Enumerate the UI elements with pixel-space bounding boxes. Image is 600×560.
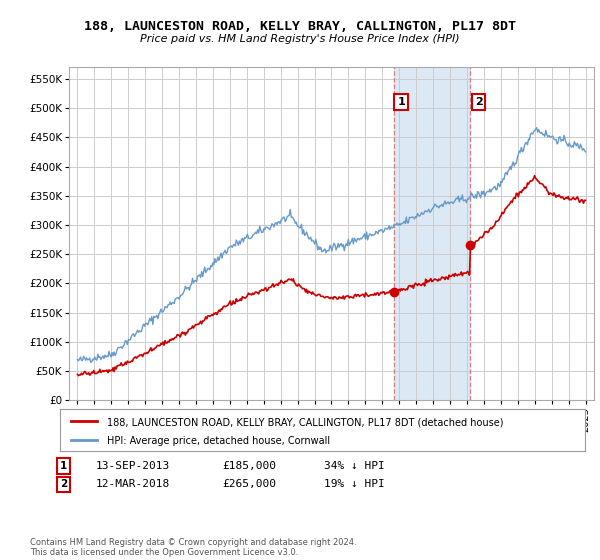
Text: 2: 2 <box>60 479 67 489</box>
Text: 188, LAUNCESTON ROAD, KELLY BRAY, CALLINGTON, PL17 8DT (detached house): 188, LAUNCESTON ROAD, KELLY BRAY, CALLIN… <box>107 417 504 427</box>
Bar <box>394 67 470 400</box>
Text: £185,000: £185,000 <box>222 461 276 471</box>
Text: 1: 1 <box>60 461 67 471</box>
Text: 1: 1 <box>397 97 405 108</box>
Text: 2: 2 <box>475 97 482 108</box>
Text: Price paid vs. HM Land Registry's House Price Index (HPI): Price paid vs. HM Land Registry's House … <box>140 34 460 44</box>
Text: 34% ↓ HPI: 34% ↓ HPI <box>324 461 385 471</box>
Text: 13-SEP-2013: 13-SEP-2013 <box>96 461 170 471</box>
Text: HPI: Average price, detached house, Cornwall: HPI: Average price, detached house, Corn… <box>107 436 331 446</box>
Text: 19% ↓ HPI: 19% ↓ HPI <box>324 479 385 489</box>
Text: 12-MAR-2018: 12-MAR-2018 <box>96 479 170 489</box>
Text: £265,000: £265,000 <box>222 479 276 489</box>
Text: Contains HM Land Registry data © Crown copyright and database right 2024.
This d: Contains HM Land Registry data © Crown c… <box>30 538 356 557</box>
Text: 188, LAUNCESTON ROAD, KELLY BRAY, CALLINGTON, PL17 8DT: 188, LAUNCESTON ROAD, KELLY BRAY, CALLIN… <box>84 20 516 32</box>
